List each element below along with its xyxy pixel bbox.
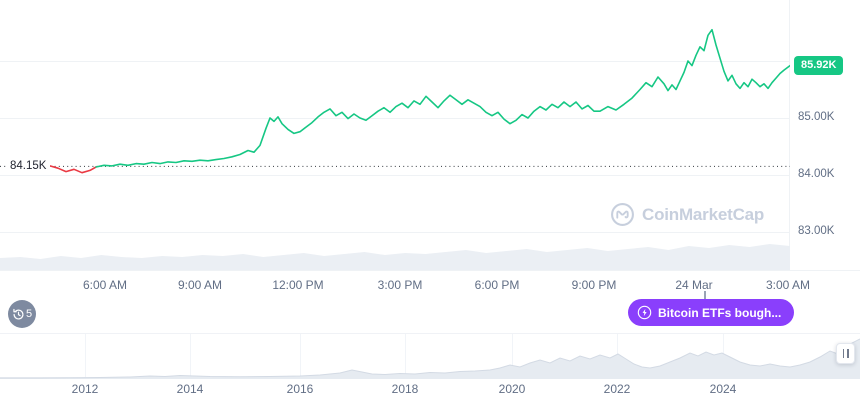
news-badge-button[interactable]: Bitcoin ETFs bough... xyxy=(628,299,795,326)
year-label: 2016 xyxy=(286,382,314,396)
price-line xyxy=(95,28,790,168)
y-axis: 85.00K 84.00K 83.00K xyxy=(790,0,860,270)
x-axis-label: 3:00 AM xyxy=(765,278,811,292)
year-label: 2014 xyxy=(176,382,204,396)
price-chart[interactable] xyxy=(0,0,790,270)
news-marker-line xyxy=(704,291,706,301)
watermark-text: CoinMarketCap xyxy=(642,204,765,224)
coinmarketcap-logo-icon xyxy=(611,203,634,226)
x-axis-label: 9:00 AM xyxy=(177,278,223,292)
x-axis-label: 9:00 PM xyxy=(571,278,617,292)
y-axis-label: 83.00K xyxy=(798,225,835,237)
news-badge-label: Bitcoin ETFs bough... xyxy=(658,305,782,320)
navigator-right-handle[interactable] xyxy=(836,343,855,364)
history-clock-icon xyxy=(13,308,24,320)
current-price-badge: 85.92K xyxy=(794,56,844,75)
chart-bottom-divider xyxy=(0,270,860,271)
x-axis-label: 6:00 AM xyxy=(82,278,128,292)
open-price-label: 84.15K xyxy=(6,159,51,173)
x-axis-label: 6:00 PM xyxy=(474,278,520,292)
x-axis-label: 24 Mar xyxy=(675,278,713,292)
navigator-area xyxy=(0,339,860,379)
gridlines xyxy=(0,0,790,270)
year-label: 2024 xyxy=(709,382,737,396)
navigator-line xyxy=(0,338,860,379)
year-label: 2012 xyxy=(71,382,99,396)
y-axis-label: 84.00K xyxy=(798,168,835,180)
navigator-chart xyxy=(0,334,860,379)
volume-area xyxy=(0,244,790,270)
history-count: 5 xyxy=(25,308,33,320)
year-label: 2018 xyxy=(391,382,419,396)
lightning-bolt-icon xyxy=(637,305,652,320)
y-axis-label: 85.00K xyxy=(798,111,835,123)
history-button[interactable]: 5 xyxy=(8,300,36,328)
x-axis-label: 12:00 PM xyxy=(272,278,324,292)
watermark: CoinMarketCap xyxy=(610,202,764,227)
year-label: 2022 xyxy=(603,382,631,396)
range-navigator[interactable] xyxy=(0,333,860,379)
year-label: 2020 xyxy=(498,382,526,396)
x-axis-label: 3:00 PM xyxy=(377,278,423,292)
price-line-open xyxy=(49,165,97,174)
